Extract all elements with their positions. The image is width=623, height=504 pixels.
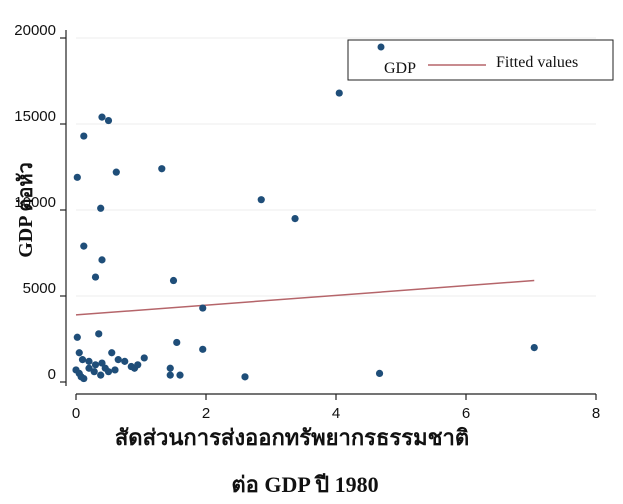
gdp-point-16 (199, 304, 207, 312)
gdp-point-4 (104, 116, 113, 125)
gdp-point-24 (85, 357, 93, 365)
gdp-point-25 (91, 361, 100, 369)
x-tick-label-4: 4 (332, 405, 340, 422)
gdp-point-8 (112, 168, 120, 176)
legend: GDP Fitted values (347, 39, 614, 81)
gdp-point-2 (335, 89, 343, 97)
x-axis-label-line1: สัดส่วนการส่งออกทรัพยากรธรรมชาติ (115, 425, 469, 450)
y-tick-label-15000: 15000 (14, 108, 56, 125)
fitted-line-series (75, 279, 535, 316)
gdp-point-44 (166, 364, 174, 372)
legend-gdp-label: GDP (384, 60, 416, 77)
gdp-point-38 (85, 364, 93, 372)
gdp-point-26 (98, 359, 106, 367)
gdp-point-18 (73, 333, 81, 341)
gdp-point-39 (90, 368, 98, 376)
gdp-point-28 (114, 356, 122, 364)
gdp-point-33 (140, 354, 148, 362)
gdp-point-14 (91, 273, 100, 281)
x-tick-label-0: 0 (72, 405, 80, 422)
legend-box (347, 39, 614, 81)
gdp-point-43 (111, 366, 119, 374)
gdp-point-series (72, 51, 538, 383)
gdp-point-42 (104, 368, 113, 376)
gdp-point-9 (257, 196, 265, 204)
legend-gdp-marker (377, 43, 385, 51)
gdp-point-15 (169, 276, 178, 285)
gdp-point-29 (121, 357, 129, 365)
gdp-point-12 (80, 242, 88, 250)
gdp-point-5 (80, 132, 88, 140)
y-tick-label-5000: 5000 (23, 280, 56, 297)
gdp-point-10 (291, 215, 299, 223)
gdp-point-37 (80, 374, 88, 383)
fitted-values-line (75, 279, 535, 316)
x-tick-label-8: 8 (592, 405, 600, 422)
gdp-point-47 (241, 373, 249, 381)
gdp-point-17 (95, 330, 103, 338)
gdp-point-46 (176, 371, 184, 379)
x-tick-label-6: 6 (462, 405, 470, 422)
gdp-point-3 (98, 113, 106, 121)
y-axis-label: GDP ต่อหัว (15, 162, 37, 258)
gdp-point-7 (158, 165, 166, 173)
gdp-point-48 (375, 369, 384, 377)
gdp-point-11 (97, 204, 105, 212)
gdp-point-23 (78, 356, 87, 364)
gdp-point-20 (199, 345, 207, 353)
x-tick-label-2: 2 (202, 405, 210, 422)
legend-fit-label: Fitted values (496, 54, 578, 71)
gdp-point-13 (98, 256, 106, 264)
y-tick-label-10000: 10000 (14, 194, 56, 211)
y-tick-label-20000: 20000 (14, 22, 56, 39)
gdp-point-6 (73, 173, 81, 181)
axes: 0 5000 10000 15000 20000 0 2 4 6 8 (14, 22, 600, 422)
gdp-point-21 (530, 344, 538, 352)
y-tick-label-0: 0 (48, 366, 56, 383)
x-axis-label-line2: ต่อ GDP ปี 1980 (231, 472, 378, 497)
gdp-point-27 (108, 349, 116, 357)
gdp-point-19 (173, 338, 181, 347)
gdp-point-22 (75, 349, 83, 357)
gdp-point-40 (97, 371, 105, 379)
gdp-point-32 (134, 361, 142, 369)
gdp-point-45 (166, 371, 174, 379)
